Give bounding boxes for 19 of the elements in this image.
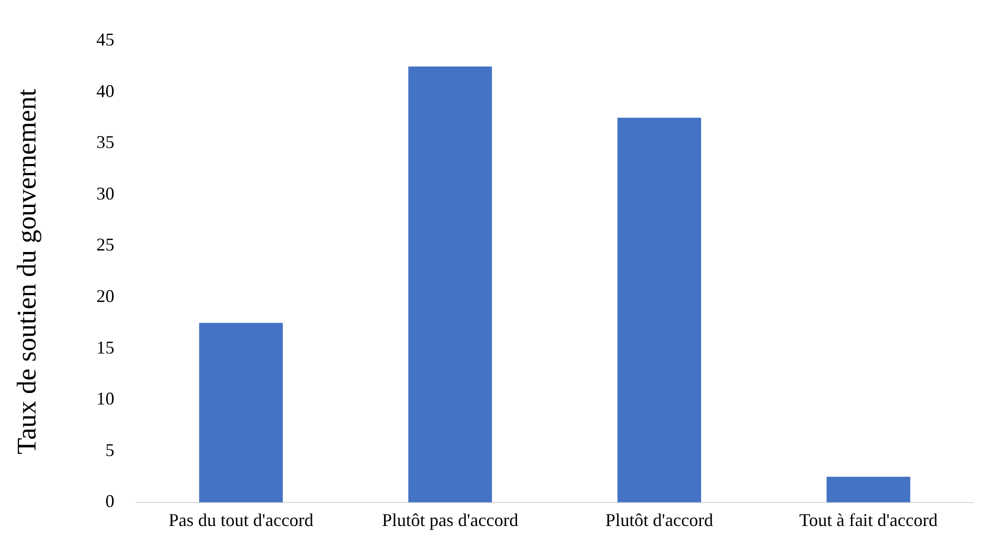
y-tick-label: 45: [96, 30, 114, 50]
y-tick-label: 10: [96, 388, 114, 409]
x-tick-label: Tout à fait d'accord: [799, 510, 938, 530]
bar: [617, 118, 702, 502]
y-tick-label: 0: [105, 491, 114, 512]
x-tick-label: Plutôt d'accord: [605, 510, 714, 530]
x-tick-label: Plutôt pas d'accord: [382, 510, 518, 530]
y-tick-label: 25: [96, 234, 114, 255]
y-tick-label: 40: [96, 80, 114, 101]
y-tick-label: 5: [105, 440, 114, 460]
y-tick-label: 30: [96, 183, 114, 204]
bar: [826, 476, 910, 502]
bar: [408, 66, 492, 502]
y-tick-label: 20: [96, 286, 114, 306]
y-axis-title: Taux de soutien du gouvernement: [11, 88, 42, 454]
y-tick-label: 35: [96, 132, 114, 152]
x-tick-label: Pas du tout d'accord: [168, 510, 314, 530]
bar: [199, 322, 283, 502]
y-tick-label: 15: [96, 337, 114, 358]
